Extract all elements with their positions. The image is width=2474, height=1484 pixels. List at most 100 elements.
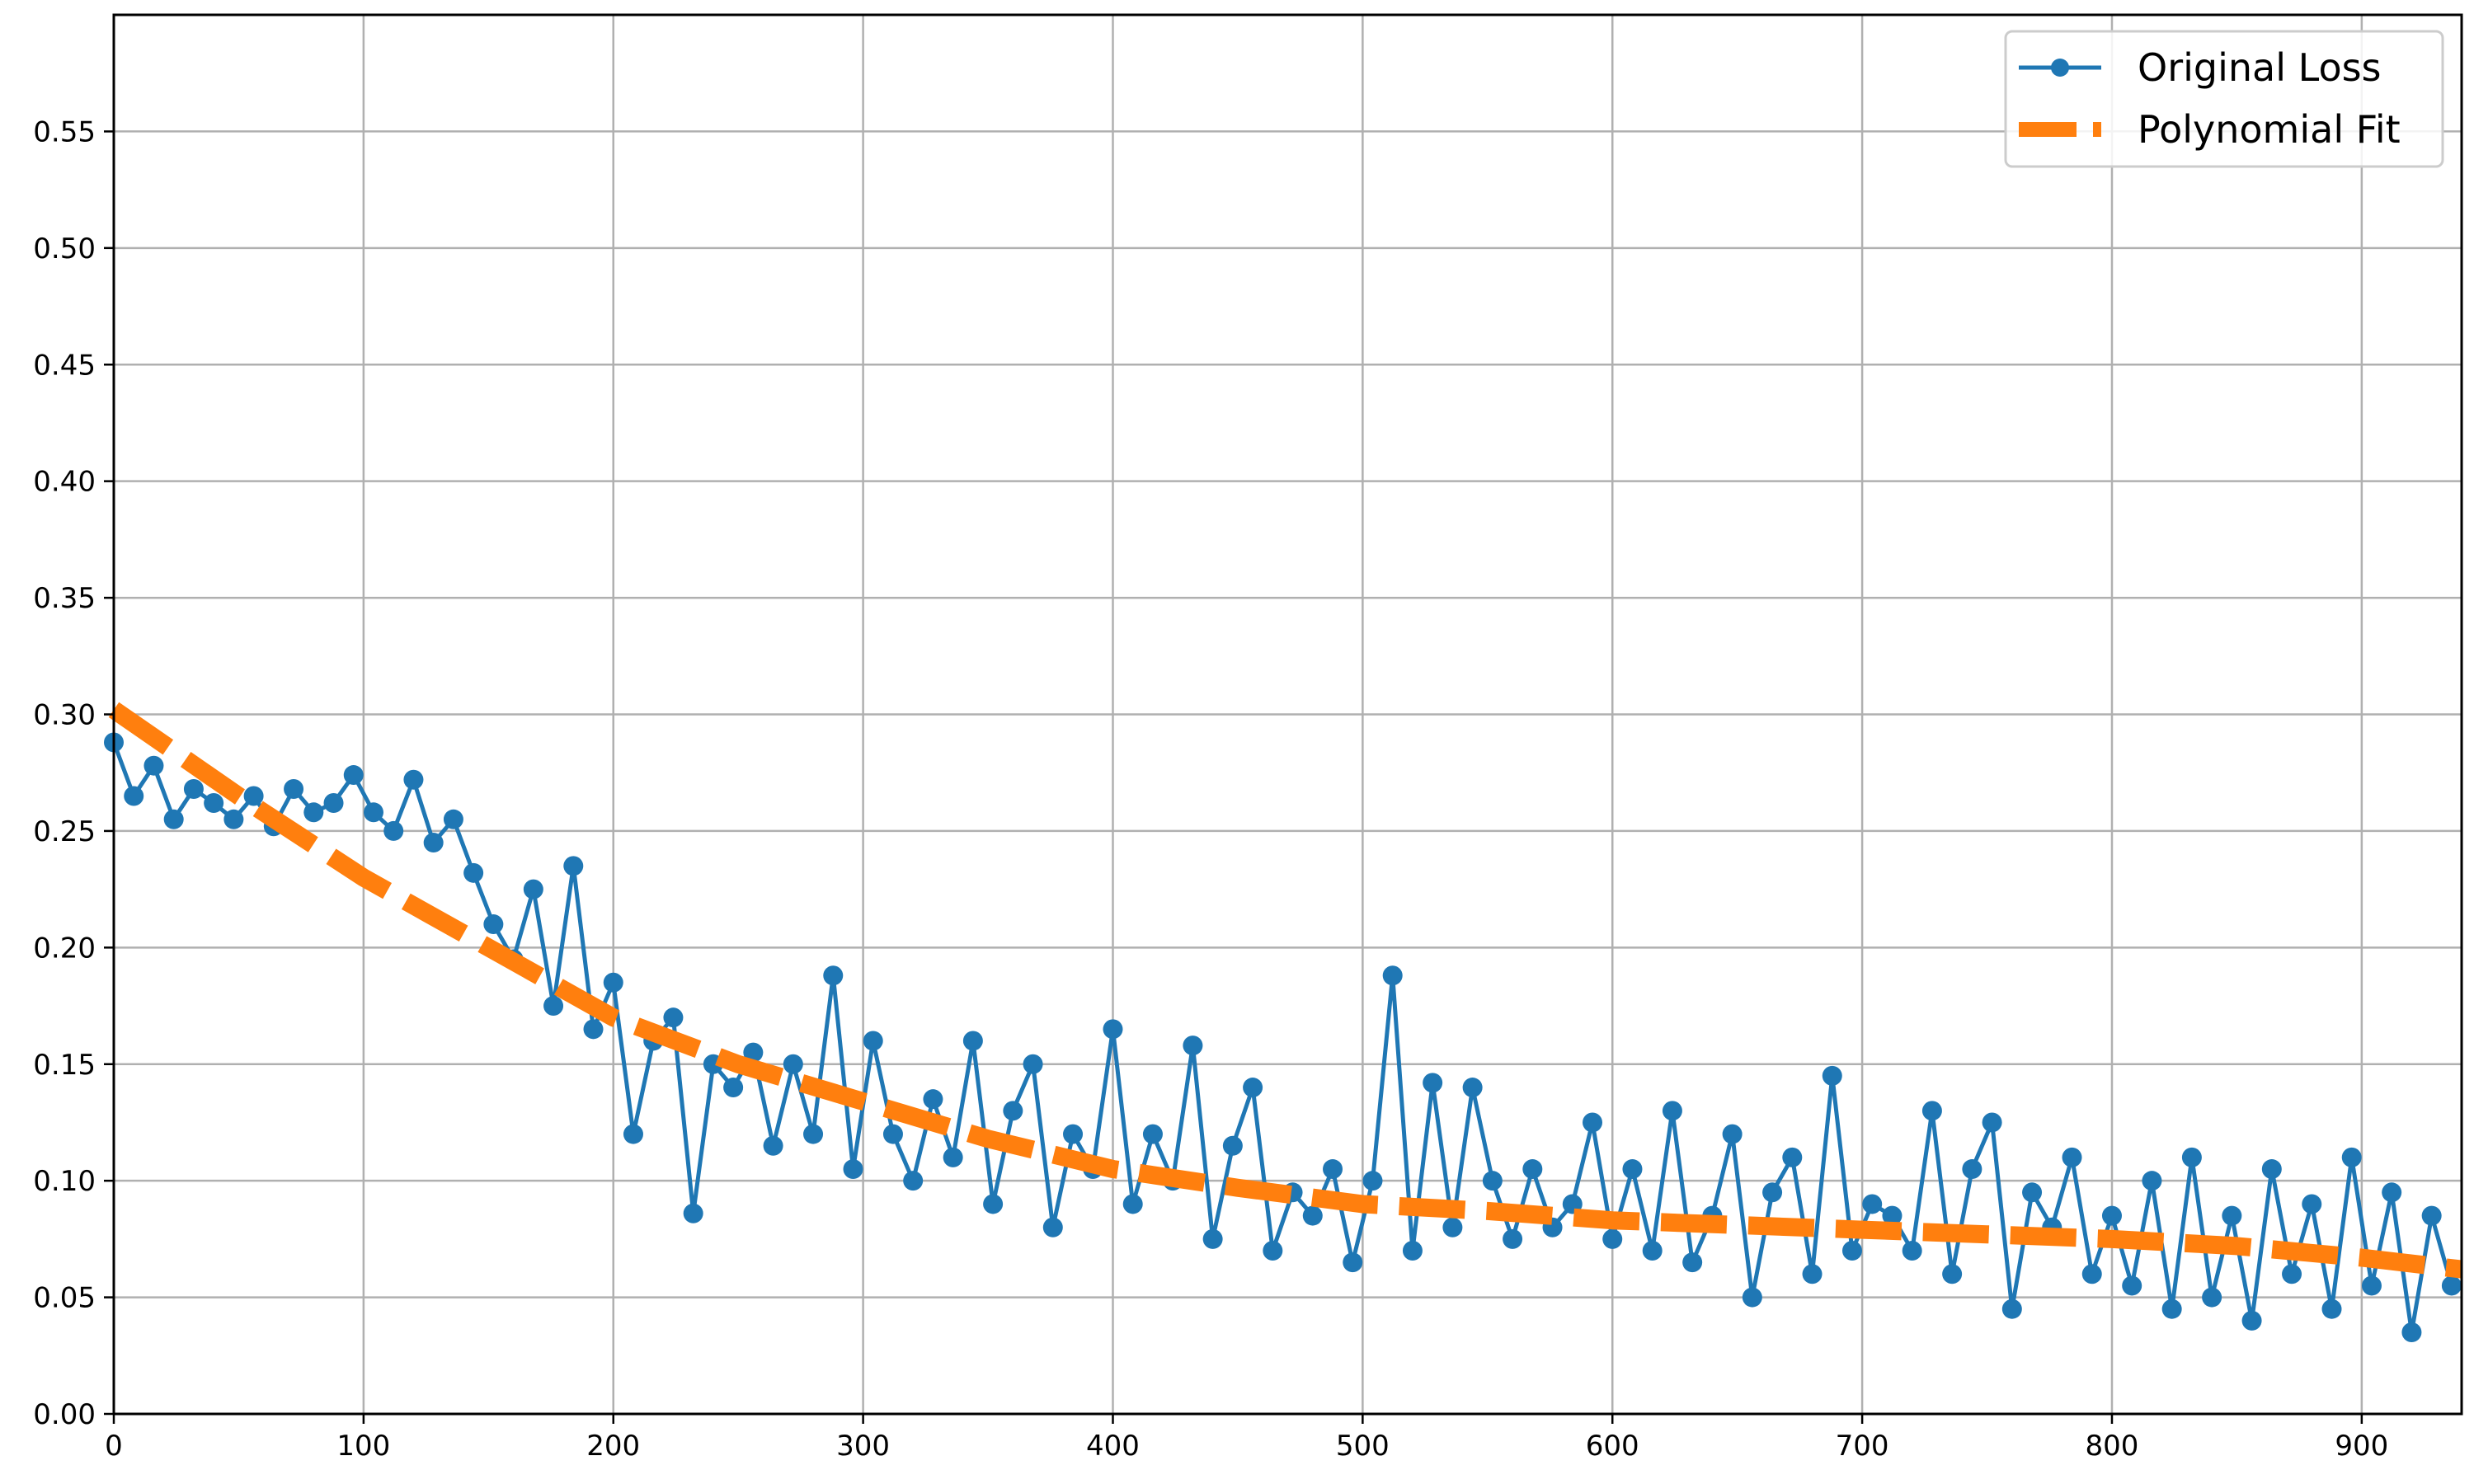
y-tick-label: 0.55 xyxy=(33,115,96,148)
data-point-original-loss xyxy=(1362,1171,1383,1191)
data-point-original-loss xyxy=(723,1078,744,1098)
data-point-original-loss xyxy=(143,755,164,776)
data-point-original-loss xyxy=(783,1054,803,1074)
data-point-original-loss xyxy=(423,833,444,853)
data-point-original-loss xyxy=(1822,1065,1842,1086)
data-point-original-loss xyxy=(923,1089,943,1110)
data-point-original-loss xyxy=(1503,1228,1523,1249)
data-point-original-loss xyxy=(343,765,364,786)
data-point-original-loss xyxy=(1423,1073,1443,1093)
x-tick-label: 0 xyxy=(105,1430,123,1463)
data-point-original-loss xyxy=(403,769,424,790)
legend-label-original-loss: Original Loss xyxy=(2138,45,2382,90)
data-point-original-loss xyxy=(1402,1241,1423,1261)
y-tick-label: 0.20 xyxy=(33,932,96,965)
data-point-original-loss xyxy=(1682,1252,1703,1273)
data-point-original-loss xyxy=(563,856,584,876)
data-point-original-loss xyxy=(463,862,484,883)
y-tick-label: 0.50 xyxy=(33,232,96,265)
data-point-original-loss xyxy=(1662,1101,1682,1121)
legend-label-polynomial-fit: Polynomial Fit xyxy=(2138,107,2401,152)
data-point-original-loss xyxy=(1802,1264,1823,1284)
data-point-original-loss xyxy=(2421,1205,2442,1226)
y-tick-label: 0.45 xyxy=(33,349,96,382)
y-tick-label: 0.05 xyxy=(33,1282,96,1315)
data-point-original-loss xyxy=(2382,1182,2402,1203)
data-point-original-loss xyxy=(803,1124,824,1144)
data-point-original-loss xyxy=(1902,1241,1922,1261)
data-point-original-loss xyxy=(1222,1135,1243,1156)
data-point-original-loss xyxy=(163,809,184,829)
data-point-original-loss xyxy=(2022,1182,2043,1203)
data-point-original-loss xyxy=(1841,1241,1862,1261)
data-point-original-loss xyxy=(1302,1205,1323,1226)
data-point-original-loss xyxy=(2142,1171,2162,1191)
data-point-original-loss xyxy=(863,1031,883,1051)
x-tick-label: 300 xyxy=(836,1430,890,1463)
data-point-original-loss xyxy=(2261,1159,2282,1180)
y-tick-label: 0.25 xyxy=(33,815,96,848)
y-tick-label: 0.30 xyxy=(33,699,96,732)
data-point-original-loss xyxy=(1602,1228,1623,1249)
data-point-original-loss xyxy=(1382,965,1403,986)
data-point-original-loss xyxy=(583,1019,604,1040)
data-point-original-loss xyxy=(303,802,324,823)
data-point-original-loss xyxy=(2081,1264,2102,1284)
data-point-original-loss xyxy=(603,972,623,993)
y-tick-label: 0.10 xyxy=(33,1165,96,1198)
x-tick-label: 500 xyxy=(1336,1430,1390,1463)
data-point-original-loss xyxy=(2401,1322,2422,1343)
data-point-original-loss xyxy=(1482,1171,1503,1191)
data-point-original-loss xyxy=(623,1124,643,1144)
legend-marker-original-loss xyxy=(2051,59,2069,77)
data-point-original-loss xyxy=(1642,1241,1663,1261)
x-tick-label: 700 xyxy=(1836,1430,1889,1463)
data-point-original-loss xyxy=(1782,1147,1803,1167)
data-point-original-loss xyxy=(1882,1205,1903,1226)
data-point-original-loss xyxy=(683,1203,703,1223)
data-point-original-loss xyxy=(383,820,404,841)
data-point-original-loss xyxy=(663,1007,684,1028)
data-point-original-loss xyxy=(1442,1217,1463,1237)
data-point-original-loss xyxy=(523,879,543,899)
x-tick-label: 400 xyxy=(1086,1430,1140,1463)
data-point-original-loss xyxy=(823,965,844,986)
data-point-original-loss xyxy=(2341,1147,2362,1167)
data-point-original-loss xyxy=(1622,1159,1643,1180)
data-point-original-loss xyxy=(1522,1159,1543,1180)
data-point-original-loss xyxy=(543,996,564,1017)
data-point-original-loss xyxy=(2222,1205,2242,1226)
data-point-original-loss xyxy=(2302,1194,2322,1214)
data-point-original-loss xyxy=(2122,1275,2142,1296)
data-point-original-loss xyxy=(2001,1298,2022,1319)
data-point-original-loss xyxy=(962,1031,983,1051)
data-point-original-loss xyxy=(1343,1252,1363,1273)
x-tick-label: 800 xyxy=(2086,1430,2139,1463)
data-point-original-loss xyxy=(1103,1019,1123,1040)
data-point-original-loss xyxy=(2202,1287,2222,1308)
data-point-original-loss xyxy=(323,792,344,813)
data-point-original-loss xyxy=(2282,1264,2302,1284)
data-point-original-loss xyxy=(1023,1054,1043,1074)
series-layer xyxy=(104,702,2463,1343)
data-point-original-loss xyxy=(743,1042,764,1063)
series-line-original-loss xyxy=(111,741,2454,1335)
data-point-original-loss xyxy=(1583,1112,1603,1133)
data-point-original-loss xyxy=(284,779,304,800)
data-point-original-loss xyxy=(1243,1078,1263,1098)
x-tick-label: 200 xyxy=(586,1430,640,1463)
data-point-original-loss xyxy=(1202,1228,1223,1249)
data-point-original-loss xyxy=(1003,1101,1023,1121)
data-point-original-loss xyxy=(1942,1264,1963,1284)
data-point-original-loss xyxy=(1042,1217,1063,1237)
data-point-original-loss xyxy=(363,802,383,823)
data-point-original-loss xyxy=(223,809,244,829)
data-point-original-loss xyxy=(204,792,224,813)
legend-box xyxy=(2004,30,2444,168)
y-tick-label: 0.00 xyxy=(33,1398,96,1431)
y-tick-label: 0.35 xyxy=(33,582,96,615)
data-point-original-loss xyxy=(1462,1078,1483,1098)
data-point-original-loss xyxy=(1063,1124,1084,1144)
